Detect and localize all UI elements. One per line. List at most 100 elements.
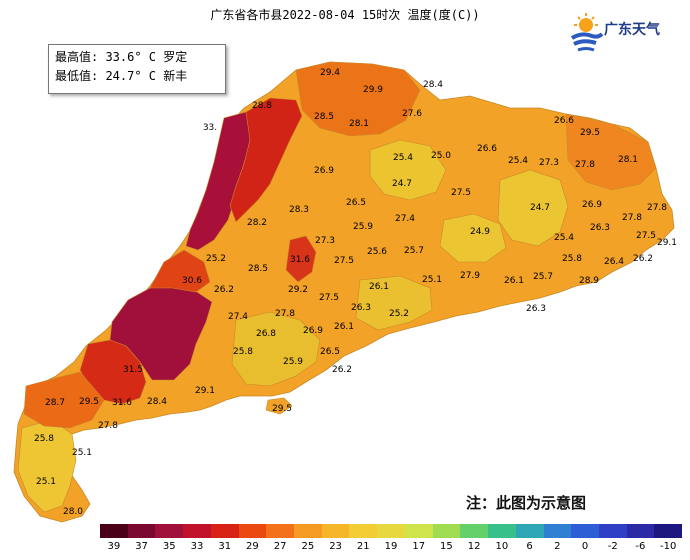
legend-labels: 39 37 35 33 31 29 27 25 23 21 19 17 15 12 10 6 2 0 -2 -6 -10 [100, 541, 682, 555]
legend-label: 37 [135, 541, 148, 552]
region-east-orange [565, 113, 657, 191]
station-value: 26.9 [314, 166, 334, 176]
station-value: 25.4 [554, 233, 574, 243]
legend-swatch [515, 524, 544, 538]
legend-label: 35 [162, 541, 176, 552]
station-value: 26.2 [633, 254, 653, 264]
legend-swatch [543, 524, 572, 538]
legend-swatch [598, 524, 627, 538]
station-value: 30.6 [182, 276, 202, 286]
legend-swatch [266, 524, 295, 538]
legend-swatch [460, 524, 489, 538]
region-northeast-cool [369, 139, 447, 201]
station-value: 27.5 [334, 256, 354, 266]
station-value: 28.9 [579, 276, 599, 286]
station-value: 28.4 [423, 80, 443, 90]
extremes-info-box: 最高值: 33.6° C 罗定 最低值: 24.7° C 新丰 [48, 44, 226, 94]
region-north-orange [295, 61, 421, 137]
legend-label: 27 [273, 541, 287, 552]
region-west-orange [149, 249, 211, 293]
region-southwest-orange [23, 371, 105, 429]
legend-label: 33 [190, 541, 204, 552]
station-value: 28.0 [63, 507, 83, 517]
station-value: 31.6 [290, 255, 310, 265]
region-north-red [229, 97, 303, 223]
station-value: 29.5 [272, 404, 292, 414]
station-value: 27.6 [402, 109, 422, 119]
legend-label: 39 [107, 541, 121, 552]
map-note: 注：此图为示意图 [466, 494, 587, 512]
station-value: 26.2 [332, 365, 352, 375]
station-value: 28.4 [147, 397, 167, 407]
station-value: 25.8 [233, 347, 253, 357]
station-value: 24.7 [530, 203, 550, 213]
station-value: 25.1 [422, 275, 442, 285]
station-value: 31.5 [123, 365, 143, 375]
legend-swatch [294, 524, 322, 538]
legend-label: 0 [581, 541, 589, 552]
legend-label: 25 [301, 541, 315, 552]
region-south-cool [231, 311, 321, 387]
legend-swatch [210, 524, 239, 538]
station-value: 25.9 [353, 222, 373, 232]
station-value: 26.2 [214, 285, 234, 295]
legend-swatch [127, 524, 156, 538]
station-value: 28.5 [248, 264, 268, 274]
station-value: 25.8 [34, 434, 54, 444]
station-value: 29.1 [195, 386, 215, 396]
legend-label: 31 [218, 541, 232, 552]
station-value: 26.1 [369, 282, 389, 292]
legend-swatch [349, 524, 378, 538]
station-value: 24.9 [470, 227, 490, 237]
station-value: 33. [203, 123, 217, 133]
station-value: 25.0 [431, 151, 451, 161]
station-value: 26.9 [582, 200, 602, 210]
region-central-red [285, 235, 317, 283]
legend-swatch [404, 524, 433, 538]
station-value: 25.1 [72, 448, 92, 458]
station-value: 29.5 [79, 397, 99, 407]
legend-swatch [183, 524, 211, 538]
island-hainan-strait [265, 397, 293, 415]
station-value: 27.5 [636, 231, 656, 241]
station-value: 28.8 [252, 101, 272, 111]
station-value: 27.8 [98, 421, 118, 431]
station-value: 26.5 [320, 347, 340, 357]
legend-label: 6 [526, 541, 533, 552]
region-center-cool [439, 213, 507, 263]
station-value: 28.2 [247, 218, 267, 228]
legend-swatch [571, 524, 599, 538]
station-value: 27.4 [228, 312, 248, 322]
station-value: 26.1 [504, 276, 524, 286]
legend-swatch [321, 524, 350, 538]
station-value: 27.3 [539, 158, 559, 168]
legend-label: 10 [495, 541, 509, 552]
legend-label: 2 [554, 541, 561, 552]
station-value: 29.5 [580, 128, 600, 138]
station-value: 26.5 [346, 198, 366, 208]
station-value: 27.9 [460, 271, 480, 281]
station-value: 26.6 [554, 116, 574, 126]
station-value: 26.9 [303, 326, 323, 336]
legend-swatch [238, 524, 267, 538]
station-value: 27.5 [319, 293, 339, 303]
station-value: 28.5 [314, 112, 334, 122]
legend-label: -6 [635, 541, 646, 552]
station-value: 24.7 [392, 179, 412, 189]
region-coast-cool [355, 275, 433, 331]
region-east-cool [497, 169, 569, 247]
station-value: 26.4 [604, 257, 624, 267]
station-value: 25.6 [367, 247, 387, 257]
legend-label: 15 [440, 541, 453, 552]
station-value: 25.7 [404, 246, 424, 256]
color-legend [100, 524, 683, 538]
station-value: 26.3 [526, 304, 546, 314]
legend-label: 12 [467, 541, 481, 552]
station-value: 27.3 [315, 236, 335, 246]
legend-swatch [100, 524, 128, 538]
legend-label: 17 [412, 541, 426, 552]
legend-label: 29 [246, 541, 259, 552]
min-value-line: 最低值: 24.7° C 新丰 [55, 69, 188, 83]
legend-swatch [377, 524, 405, 538]
